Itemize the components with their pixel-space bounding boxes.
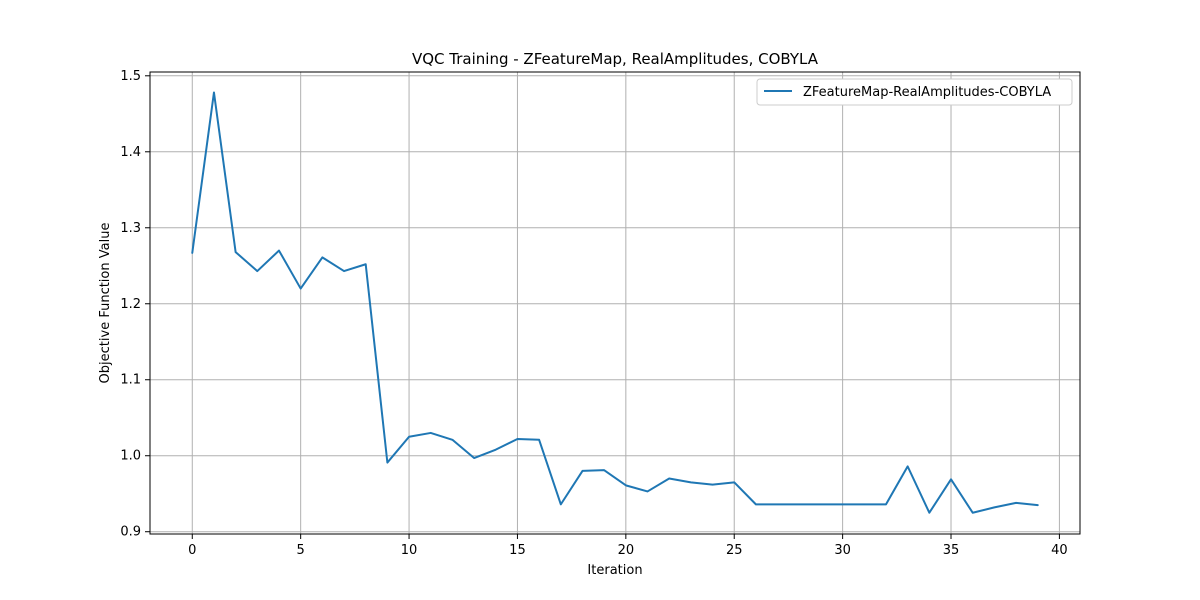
data-point <box>625 484 627 486</box>
data-point <box>473 457 475 459</box>
data-point <box>235 251 237 253</box>
data-point <box>820 503 822 505</box>
data-point <box>1037 504 1039 506</box>
data-point <box>755 503 757 505</box>
legend: ZFeatureMap-RealAmplitudes-COBYLA <box>756 78 1073 106</box>
data-point <box>191 252 193 254</box>
data-point <box>907 465 909 467</box>
x-tick-label: 5 <box>297 543 305 558</box>
data-point <box>516 438 519 440</box>
data-point <box>711 484 714 486</box>
data-point <box>1015 502 1017 504</box>
data-point <box>256 270 258 272</box>
data-point <box>776 503 779 505</box>
y-axis-ticks: 0.9 1.0 1.1 1.2 1.3 1.4 1.5 <box>120 69 150 540</box>
y-tick-label: 1.3 <box>120 221 141 236</box>
x-tick-label: 20 <box>618 543 635 558</box>
data-point <box>300 287 302 290</box>
grid-lines <box>150 72 1080 534</box>
x-axis-ticks: 0 5 10 15 20 25 30 35 40 <box>188 534 1068 558</box>
x-tick-label: 30 <box>834 543 851 558</box>
x-tick-label: 25 <box>726 543 743 558</box>
series-layer <box>191 91 1039 514</box>
data-point <box>646 490 649 493</box>
data-point <box>863 503 865 505</box>
data-point <box>603 469 605 471</box>
y-axis-label: Objective Function Value <box>98 223 113 384</box>
data-point <box>668 477 670 480</box>
x-tick-label: 40 <box>1051 543 1068 558</box>
data-point <box>495 449 497 451</box>
data-point <box>972 512 974 514</box>
x-tick-label: 15 <box>509 543 526 558</box>
legend-label: ZFeatureMap-RealAmplitudes-COBYLA <box>803 85 1051 100</box>
chart-title: VQC Training - ZFeatureMap, RealAmplitud… <box>412 50 819 68</box>
data-point <box>343 270 345 272</box>
y-tick-label: 1.0 <box>120 449 141 464</box>
data-point <box>928 512 930 514</box>
data-point <box>451 439 454 441</box>
legend-box <box>756 78 1073 106</box>
data-point <box>581 470 584 472</box>
data-point <box>950 478 952 480</box>
plot-area-frame <box>149 71 1081 535</box>
data-point <box>430 432 432 434</box>
data-point <box>278 249 280 252</box>
x-tick-label: 10 <box>401 543 418 558</box>
data-point <box>408 436 410 438</box>
y-tick-label: 1.1 <box>120 373 141 388</box>
data-point <box>365 263 367 265</box>
data-point <box>560 503 562 505</box>
y-tick-label: 1.4 <box>120 145 141 160</box>
data-point <box>798 503 800 505</box>
data-point <box>733 481 735 483</box>
data-point <box>386 461 388 464</box>
data-point <box>993 506 995 509</box>
y-tick-label: 0.9 <box>120 525 141 540</box>
data-point <box>538 439 540 441</box>
data-point <box>321 256 323 259</box>
y-tick-label: 1.5 <box>120 69 141 84</box>
x-axis-label: Iteration <box>587 563 642 578</box>
data-point <box>842 503 844 505</box>
data-point <box>885 503 887 505</box>
x-tick-label: 35 <box>943 543 960 558</box>
data-point <box>690 481 692 483</box>
data-point <box>213 91 215 94</box>
series-line <box>191 91 1039 514</box>
x-tick-label: 0 <box>188 543 196 558</box>
y-tick-label: 1.2 <box>120 297 141 312</box>
